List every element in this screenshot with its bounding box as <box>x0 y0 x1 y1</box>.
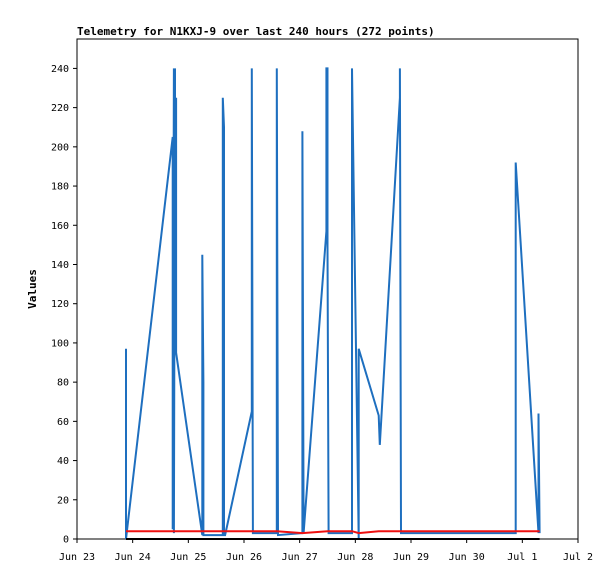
x-tick-label: Jun 25 <box>170 552 206 563</box>
x-tick-label: Jun 23 <box>59 552 95 563</box>
x-tick-label: Jun 27 <box>282 552 318 563</box>
x-tick-label: Jun 29 <box>393 552 429 563</box>
series-layer <box>125 67 541 540</box>
y-tick-label: 60 <box>57 417 69 428</box>
y-tick-label: 40 <box>57 456 69 467</box>
y-tick-label: 140 <box>51 260 69 271</box>
y-tick-label: 20 <box>57 495 69 506</box>
series-line-1 <box>125 67 541 540</box>
y-tick-label: 120 <box>51 299 69 310</box>
y-tick-label: 240 <box>51 64 69 75</box>
x-tick-label: Jun 28 <box>337 552 373 563</box>
x-tick-label: Jul 2 <box>563 552 593 563</box>
y-tick-label: 0 <box>63 535 69 546</box>
y-tick-label: 80 <box>57 378 69 389</box>
x-tick-label: Jun 30 <box>449 552 485 563</box>
y-tick-label: 180 <box>51 182 69 193</box>
y-axis-label: Values <box>26 269 39 309</box>
x-axis-ticks: Jun 23 Jun 24 Jun 25 Jun 26 Jun 27 Jun 28 Jun … <box>59 539 593 563</box>
x-tick-label: Jun 24 <box>115 552 151 563</box>
y-axis-ticks: 0 20 40 60 80 100 120 140 160 180 200 220 240 <box>51 64 77 546</box>
y-tick-label: 200 <box>51 142 69 153</box>
chart-title: Telemetry for N1KXJ-9 over last 240 hour… <box>77 25 435 38</box>
y-tick-label: 160 <box>51 221 69 232</box>
x-tick-label: Jul 1 <box>507 552 537 563</box>
x-tick-label: Jun 26 <box>226 552 262 563</box>
series-line-2 <box>126 530 540 535</box>
y-tick-label: 100 <box>51 338 69 349</box>
y-tick-label: 220 <box>51 103 69 114</box>
